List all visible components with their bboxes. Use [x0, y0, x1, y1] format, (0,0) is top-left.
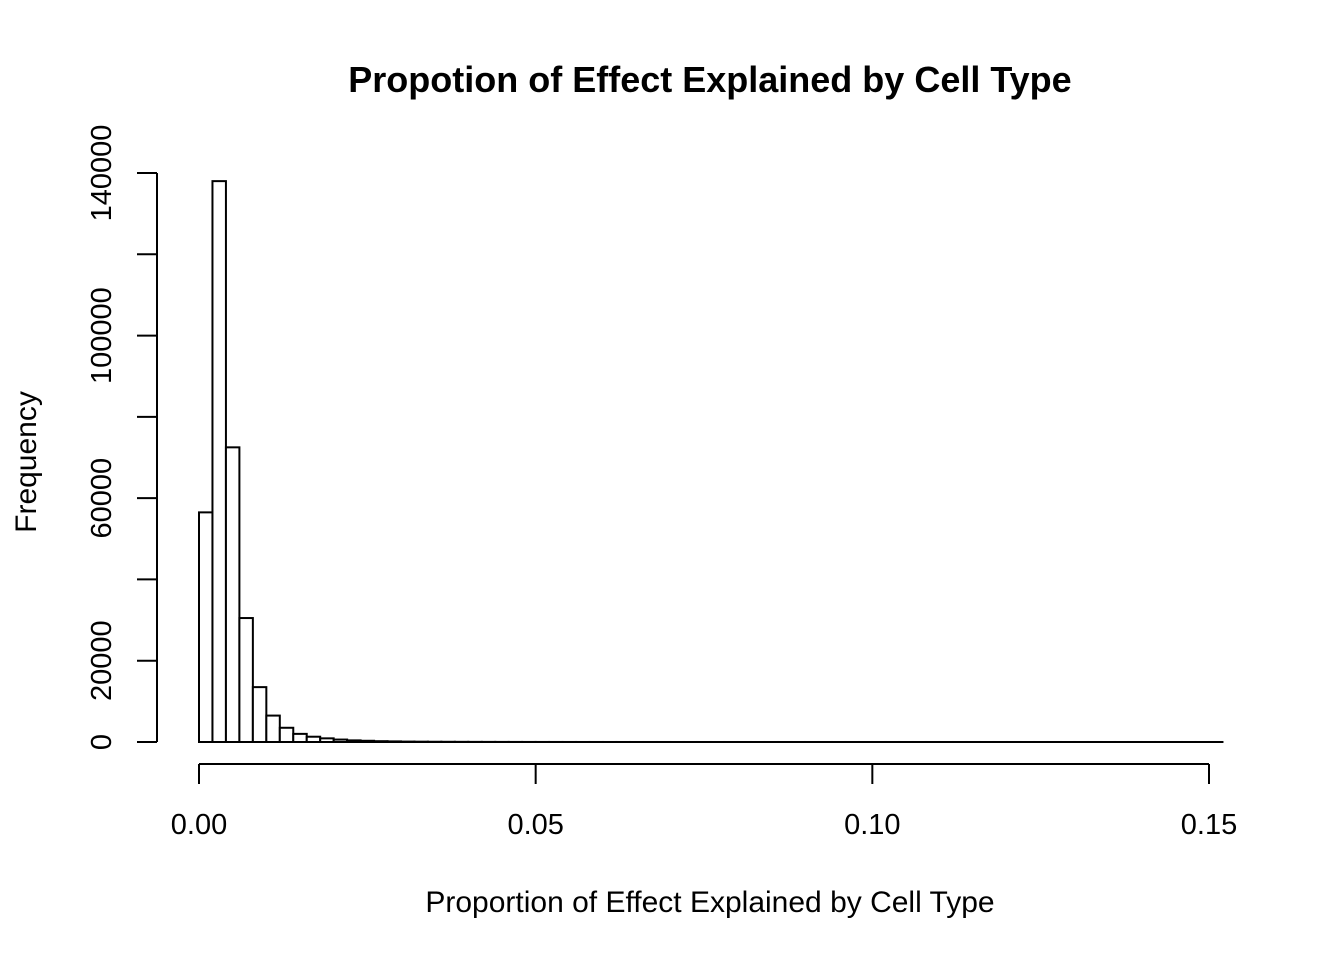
y-tick-label: 100000: [86, 287, 118, 384]
histogram-bar: [251, 686, 268, 743]
histogram-bar: [278, 726, 295, 744]
histogram-bar: [292, 732, 308, 743]
histogram-bar: [386, 740, 402, 744]
y-tick-label: 140000: [86, 125, 118, 222]
histogram-bar: [265, 714, 281, 744]
histogram-bar: [332, 738, 349, 743]
x-axis: 0.00 0.05 0.10 0.15: [171, 763, 1237, 841]
x-tick-label: 0.00: [171, 809, 227, 841]
chart-title: Propotion of Effect Explained by Cell Ty…: [348, 59, 1071, 100]
histogram-bar: [305, 735, 322, 744]
histogram-bar: [319, 737, 335, 744]
histogram-bar: [198, 511, 214, 743]
histogram-bars: [198, 180, 1224, 744]
y-axis-label: Frequency: [10, 391, 43, 533]
histogram-bar: [373, 740, 389, 743]
x-tick-label: 0.05: [507, 809, 563, 841]
y-tick-label: 0: [86, 734, 118, 750]
histogram-bar: [346, 739, 362, 743]
x-axis-label: Proportion of Effect Explained by Cell T…: [425, 886, 994, 919]
y-axis: 0 20000 60000 100000 140000: [86, 125, 158, 750]
histogram-bar: [238, 617, 254, 744]
y-tick-label: 60000: [86, 458, 118, 539]
x-tick-label: 0.15: [1181, 809, 1237, 841]
histogram-bar: [224, 446, 241, 743]
histogram-bar: [359, 739, 376, 743]
histogram-bar: [211, 180, 227, 743]
y-tick-label: 20000: [86, 620, 118, 701]
x-tick-label: 0.10: [844, 809, 900, 841]
